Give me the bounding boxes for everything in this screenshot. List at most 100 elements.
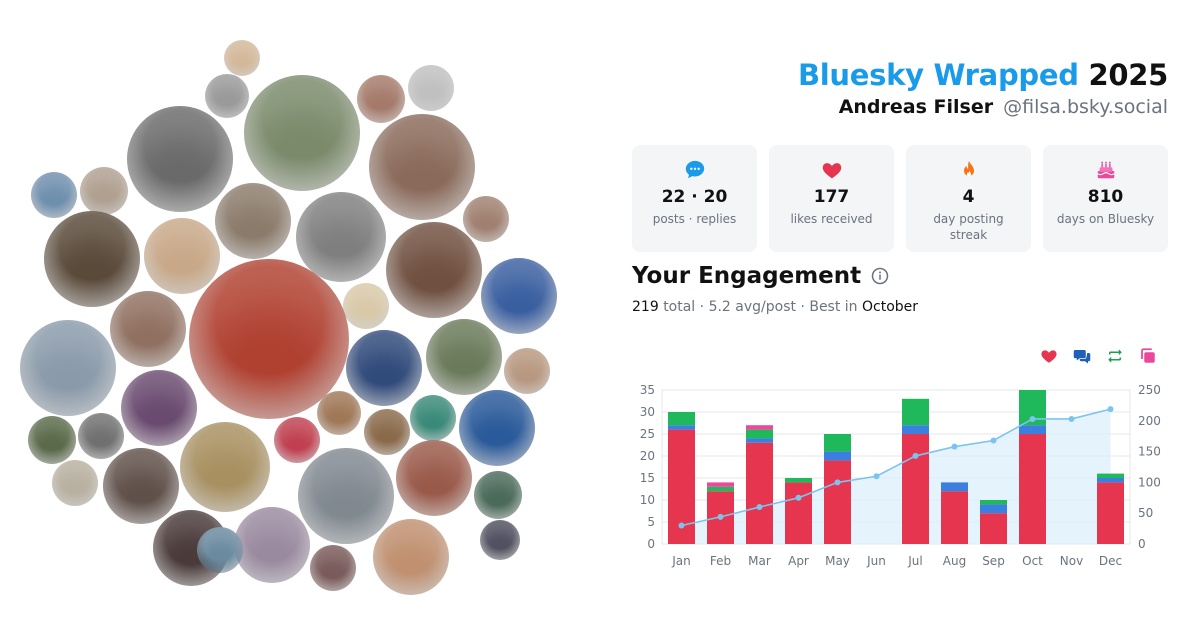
bar-segment <box>785 478 812 483</box>
cumulative-point <box>717 513 724 520</box>
y-tick-label-right: 100 <box>1138 475 1161 489</box>
bar-segment <box>941 482 968 492</box>
cumulative-line <box>678 406 1114 529</box>
repost-icon <box>1108 349 1122 363</box>
stat-value: 177 <box>813 187 850 207</box>
avatar[interactable] <box>189 259 349 419</box>
avatar[interactable] <box>364 409 410 455</box>
user-handle: @filsa.bsky.social <box>1003 96 1168 118</box>
cumulative-point <box>912 452 919 459</box>
stat-value: 810 <box>1087 187 1124 207</box>
legend-likes[interactable] <box>1040 347 1058 365</box>
cumulative-point <box>873 473 880 480</box>
bar-segment <box>980 504 1007 514</box>
cumulative-point <box>1029 415 1036 422</box>
stat-value: 4 <box>962 187 975 207</box>
avatar[interactable] <box>408 65 454 111</box>
y-tick-label-left: 10 <box>640 493 655 507</box>
avatar[interactable] <box>224 40 260 76</box>
avatar[interactable] <box>480 520 520 560</box>
stat-label: days on Bluesky <box>1056 212 1155 226</box>
avatar[interactable] <box>244 75 360 191</box>
avatar[interactable] <box>44 211 140 307</box>
avatar[interactable] <box>481 258 557 334</box>
avatar[interactable] <box>474 471 522 519</box>
bar-segment <box>746 442 773 544</box>
legend-quotes[interactable] <box>1139 347 1157 365</box>
avatar[interactable] <box>78 413 124 459</box>
avatar-cloud <box>20 40 557 595</box>
legend-replies[interactable] <box>1073 347 1091 365</box>
best-prefix: Best in <box>809 299 858 315</box>
avatar[interactable] <box>180 422 270 512</box>
stat-card-streak: 4 day posting streak <box>906 145 1031 252</box>
user-line: Andreas Filser @filsa.bsky.social <box>798 96 1168 118</box>
bar-segment <box>980 500 1007 505</box>
x-tick-label: Nov <box>1060 554 1083 568</box>
bar-segment <box>668 412 695 426</box>
avatar[interactable] <box>234 507 310 583</box>
bar-segment <box>941 491 968 544</box>
stat-card-days: 810 days on Bluesky <box>1043 145 1168 252</box>
x-tick-label: Jan <box>671 554 691 568</box>
avatar[interactable] <box>317 391 361 435</box>
x-tick-label: Feb <box>710 554 731 568</box>
avatar[interactable] <box>103 448 179 524</box>
separator: · <box>800 299 805 315</box>
avatar[interactable] <box>357 75 405 123</box>
avatar[interactable] <box>396 440 472 516</box>
bar-segment <box>824 451 851 461</box>
x-tick-label: Aug <box>943 554 966 568</box>
avatar[interactable] <box>343 283 389 329</box>
avatar[interactable] <box>20 320 116 416</box>
stat-label: day posting streak <box>933 212 1004 242</box>
header: Bluesky Wrapped 2025 Andreas Filser @fil… <box>798 58 1168 118</box>
avatar[interactable] <box>144 218 220 294</box>
y-tick-label-left: 0 <box>647 537 655 551</box>
info-icon[interactable] <box>871 267 889 285</box>
avatar[interactable] <box>463 196 509 242</box>
legend-reposts[interactable] <box>1106 347 1124 365</box>
chat-bubble-icon <box>685 160 704 179</box>
bar-segment <box>1019 434 1046 544</box>
avatar[interactable] <box>205 74 249 118</box>
cumulative-point <box>951 443 958 450</box>
x-tick-label: Apr <box>788 554 809 568</box>
avatar[interactable] <box>426 319 502 395</box>
avatar[interactable] <box>298 448 394 544</box>
avatar[interactable] <box>31 172 77 218</box>
cumulative-point <box>1068 415 1075 422</box>
avatar[interactable] <box>52 460 98 506</box>
avatar[interactable] <box>369 114 475 220</box>
x-tick-label: May <box>825 554 850 568</box>
x-tick-label: Mar <box>748 554 771 568</box>
flame-icon <box>963 160 974 177</box>
avatar[interactable] <box>274 417 320 463</box>
engagement-summary: 219 total · 5.2 avg/post · Best in Octob… <box>632 299 918 315</box>
avatar[interactable] <box>121 370 197 446</box>
avatar[interactable] <box>346 330 422 406</box>
heart-icon <box>822 163 841 179</box>
avatar[interactable] <box>110 291 186 367</box>
avatar[interactable] <box>410 395 456 441</box>
avatar[interactable] <box>80 167 128 215</box>
avatar[interactable] <box>504 348 550 394</box>
cumulative-area <box>681 409 1111 544</box>
avatar[interactable] <box>28 416 76 464</box>
avatar[interactable] <box>296 192 386 282</box>
stat-value: 22 · 20 <box>661 187 728 207</box>
avatar[interactable] <box>215 183 291 259</box>
y-tick-label-left: 5 <box>647 515 655 529</box>
cumulative-line-path <box>681 408 1111 527</box>
avatar[interactable] <box>459 390 535 466</box>
y-tick-label-right: 150 <box>1138 445 1161 459</box>
total-word: total <box>663 299 696 315</box>
bars <box>668 390 1124 544</box>
avatar[interactable] <box>386 222 482 318</box>
cumulative-area-fill <box>681 409 1111 544</box>
avatar[interactable] <box>197 527 243 573</box>
avatar[interactable] <box>127 106 233 212</box>
best-month: October <box>862 299 919 315</box>
avatar[interactable] <box>373 519 449 595</box>
avatar[interactable] <box>310 545 356 591</box>
